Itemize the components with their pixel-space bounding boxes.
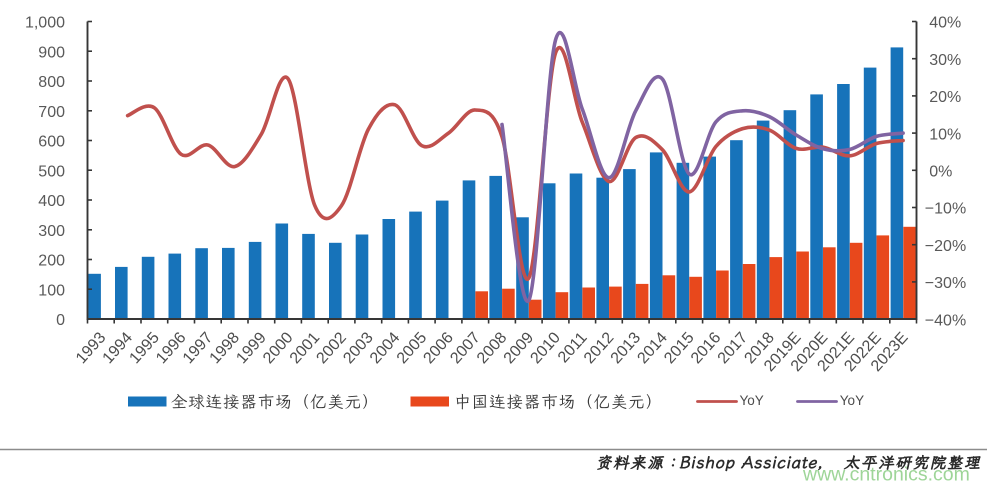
svg-text:800: 800 xyxy=(38,74,65,91)
svg-text:40%: 40% xyxy=(925,15,961,32)
svg-text:30%: 30% xyxy=(925,52,961,69)
svg-text:−20%: −20% xyxy=(925,238,966,255)
svg-text:20%: 20% xyxy=(925,89,961,106)
svg-text:−40%: −40% xyxy=(925,312,966,329)
svg-text:900: 900 xyxy=(38,45,65,62)
svg-text:500: 500 xyxy=(38,163,65,180)
svg-text:YoY: YoY xyxy=(740,393,764,408)
svg-text:0: 0 xyxy=(56,312,65,329)
svg-text:−30%: −30% xyxy=(925,275,966,292)
svg-text:400: 400 xyxy=(38,193,65,210)
svg-text:100: 100 xyxy=(38,282,65,299)
svg-text:0%: 0% xyxy=(925,164,953,181)
svg-text:−10%: −10% xyxy=(925,201,966,218)
svg-text:10%: 10% xyxy=(925,126,961,143)
svg-text:300: 300 xyxy=(38,223,65,240)
svg-text:1,000: 1,000 xyxy=(25,15,65,32)
svg-text:www.cntronics.com: www.cntronics.com xyxy=(802,464,970,486)
svg-text:600: 600 xyxy=(38,134,65,151)
svg-text:YoY: YoY xyxy=(840,393,864,408)
svg-text:200: 200 xyxy=(38,253,65,270)
svg-text:700: 700 xyxy=(38,104,65,121)
